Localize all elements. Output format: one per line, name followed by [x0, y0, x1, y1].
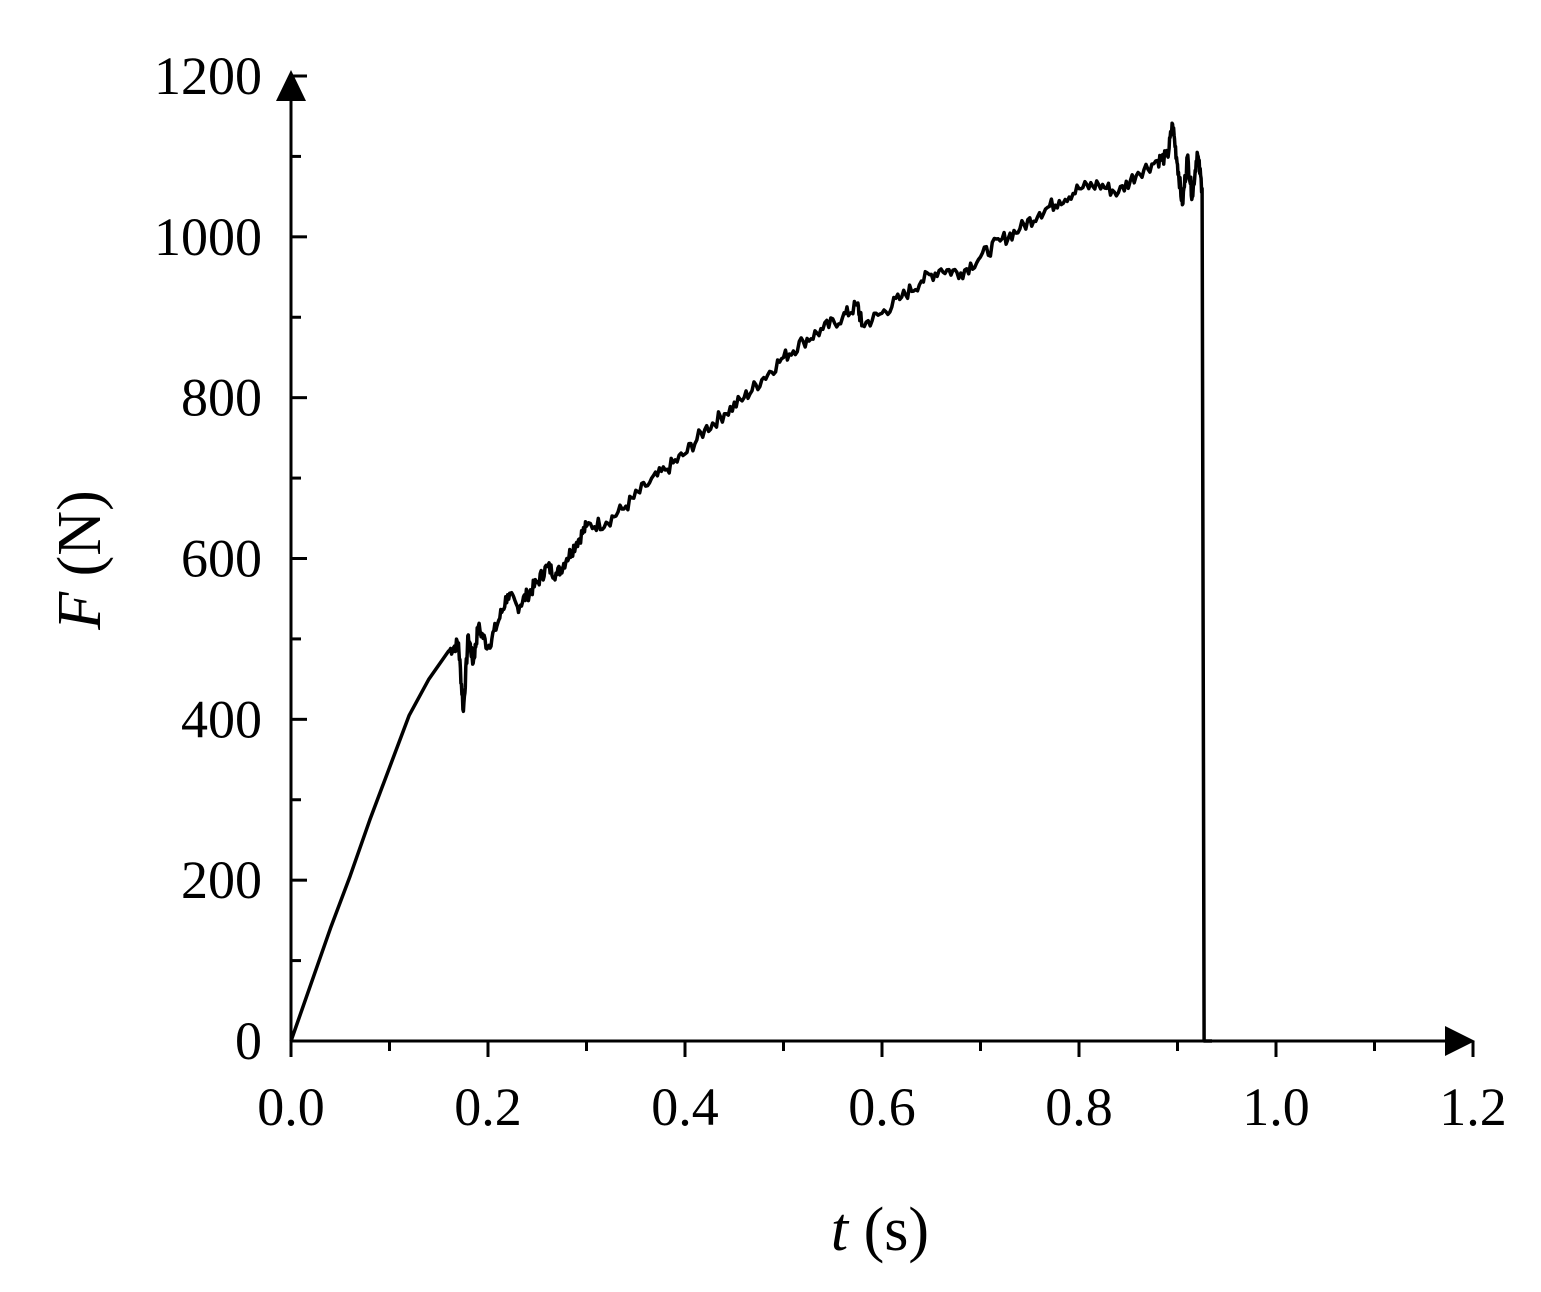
x-tick-label: 0.2: [454, 1077, 522, 1137]
y-tick-label: 200: [181, 850, 262, 910]
x-axis-label: t (s): [831, 1196, 929, 1264]
y-tick-label: 0: [235, 1011, 262, 1071]
y-tick-label: 600: [181, 529, 262, 589]
x-tick-label: 0.4: [651, 1077, 719, 1137]
y-axis-label: F (N): [46, 490, 114, 630]
y-ticks: [291, 74, 307, 1043]
axes: [276, 70, 1475, 1056]
x-tick-label: 0.6: [848, 1077, 916, 1137]
x-tick-label: 1.2: [1439, 1077, 1507, 1137]
x-tick-label: 0.8: [1045, 1077, 1113, 1137]
y-axis-arrow: [276, 70, 306, 101]
x-tick-labels: 0.0 0.2 0.4 0.6 0.8 1.0 1.2: [257, 1077, 1507, 1137]
y-tick-label: 1200: [154, 46, 262, 106]
y-tick-label: 800: [181, 368, 262, 428]
y-tick-label: 1000: [154, 207, 262, 267]
x-tick-label: 1.0: [1242, 1077, 1310, 1137]
y-tick-label: 400: [181, 689, 262, 749]
x-ticks: [289, 1041, 1475, 1057]
y-tick-labels: 0 200 400 600 800 1000 1200: [154, 46, 262, 1071]
x-axis-arrow: [1445, 1026, 1475, 1056]
x-tick-label: 0.0: [257, 1077, 325, 1137]
series-line: [289, 121, 1212, 1043]
